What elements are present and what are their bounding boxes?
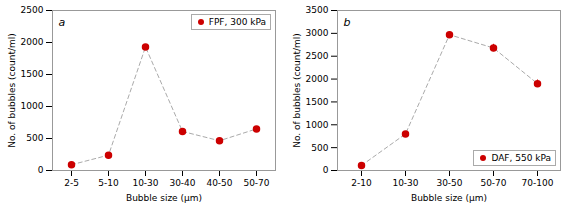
svg-text:2500: 2500 (306, 51, 329, 61)
svg-text:500: 500 (311, 143, 328, 153)
svg-text:1000: 1000 (306, 120, 329, 130)
svg-text:1000: 1000 (21, 101, 44, 111)
svg-text:2-5: 2-5 (64, 178, 79, 188)
svg-text:40-50: 40-50 (206, 178, 232, 188)
svg-text:70-100: 70-100 (522, 178, 554, 188)
svg-text:0: 0 (38, 165, 44, 175)
svg-text:30-40: 30-40 (169, 178, 195, 188)
svg-text:1500: 1500 (306, 97, 329, 107)
svg-text:3500: 3500 (306, 5, 329, 15)
svg-text:b: b (344, 16, 351, 29)
svg-text:50-70: 50-70 (243, 178, 269, 188)
svg-text:2500: 2500 (21, 5, 44, 15)
svg-text:No. of bubbles (count/ml): No. of bubbles (count/ml) (7, 33, 17, 147)
svg-text:a: a (59, 16, 66, 29)
svg-text:Bubble size (μm): Bubble size (μm) (126, 193, 202, 203)
svg-text:500: 500 (26, 133, 43, 143)
svg-text:2000: 2000 (21, 37, 44, 47)
svg-text:No. of bubbles (count/ml): No. of bubbles (count/ml) (292, 33, 302, 147)
svg-text:0: 0 (323, 165, 329, 175)
svg-text:50-70: 50-70 (480, 178, 506, 188)
svg-text:2-10: 2-10 (351, 178, 372, 188)
html-text:DAF, 550 kPa: DAF, 550 kPa (491, 153, 551, 163)
svg-text:3000: 3000 (306, 28, 329, 38)
svg-text:10-30: 10-30 (392, 178, 418, 188)
svg-text:1500: 1500 (21, 69, 44, 79)
svg-text:30-50: 30-50 (436, 178, 462, 188)
svg-text:10-30: 10-30 (132, 178, 158, 188)
svg-text:5-10: 5-10 (98, 178, 119, 188)
html-text:FPF, 300 kPa: FPF, 300 kPa (208, 17, 266, 27)
svg-text:Bubble size (μm): Bubble size (μm) (411, 193, 487, 203)
svg-text:2000: 2000 (306, 74, 329, 84)
